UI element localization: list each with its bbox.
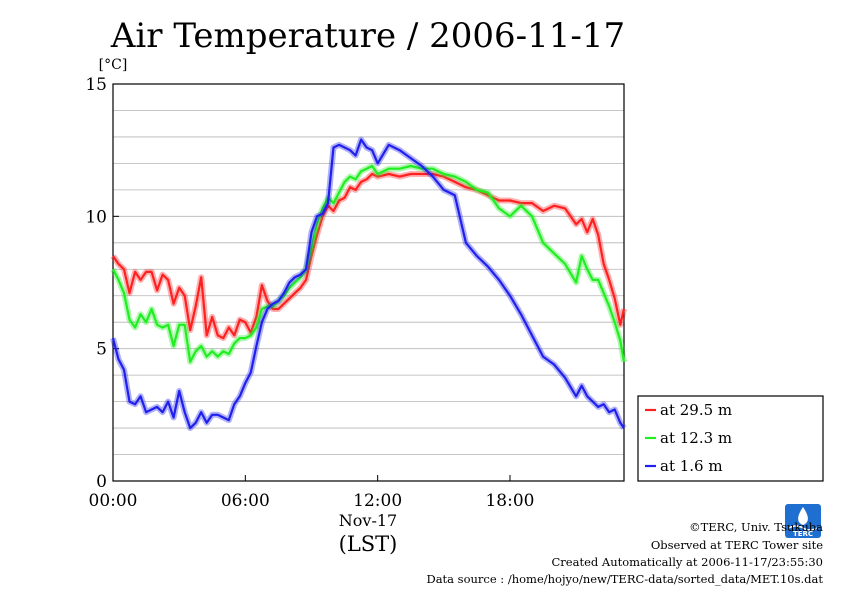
y-tick-label: 10: [85, 207, 107, 227]
logo-text: TERC: [793, 530, 813, 538]
x-tick-label: 18:00: [485, 491, 534, 511]
series-halo-0: [110, 171, 627, 342]
footer-data-source: Data source : /home/hojyo/new/TERC-data/…: [426, 572, 823, 586]
legend-label: at 29.5 m: [660, 401, 732, 419]
y-tick-label: 5: [96, 340, 107, 360]
series-line-2: [111, 138, 625, 430]
x-tick-label: 12:00: [353, 491, 402, 511]
x-axis-title: (LST): [339, 532, 398, 556]
grid-lines: [113, 110, 624, 455]
legend-label: at 1.6 m: [660, 457, 723, 475]
wave-icon: [788, 525, 818, 531]
y-axis-unit: [°C]: [99, 57, 128, 73]
y-tick-label: 0: [96, 472, 107, 492]
x-axis-date-label: Nov-17: [339, 511, 397, 530]
series-line-0: [112, 172, 626, 340]
chart-title: Air Temperature / 2006-11-17: [110, 16, 625, 56]
plot-frame: [112, 83, 625, 482]
terc-logo: TERC: [785, 504, 821, 538]
y-axis: 0 5 10 15: [85, 75, 119, 492]
series-halo-2: [110, 136, 627, 432]
x-tick-label: 00:00: [89, 491, 138, 511]
x-tick-label: 06:00: [221, 491, 270, 511]
footer-copyright: ©TERC, Univ. Tsukuba: [689, 520, 823, 534]
water-drop-icon: [798, 507, 808, 525]
legend-box: [637, 395, 824, 482]
footer-observed: Observed at TERC Tower site: [651, 538, 823, 552]
x-axis: 00:00 06:00 12:00 18:00: [89, 475, 534, 511]
footer-created: Created Automatically at 2006-11-17/23:5…: [552, 555, 824, 569]
series-line-1: [112, 164, 626, 363]
legend: at 29.5 m at 12.3 m at 1.6 m: [645, 401, 732, 475]
legend-label: at 12.3 m: [660, 429, 732, 447]
y-tick-label: 15: [85, 75, 107, 95]
series-lines: [110, 136, 627, 432]
